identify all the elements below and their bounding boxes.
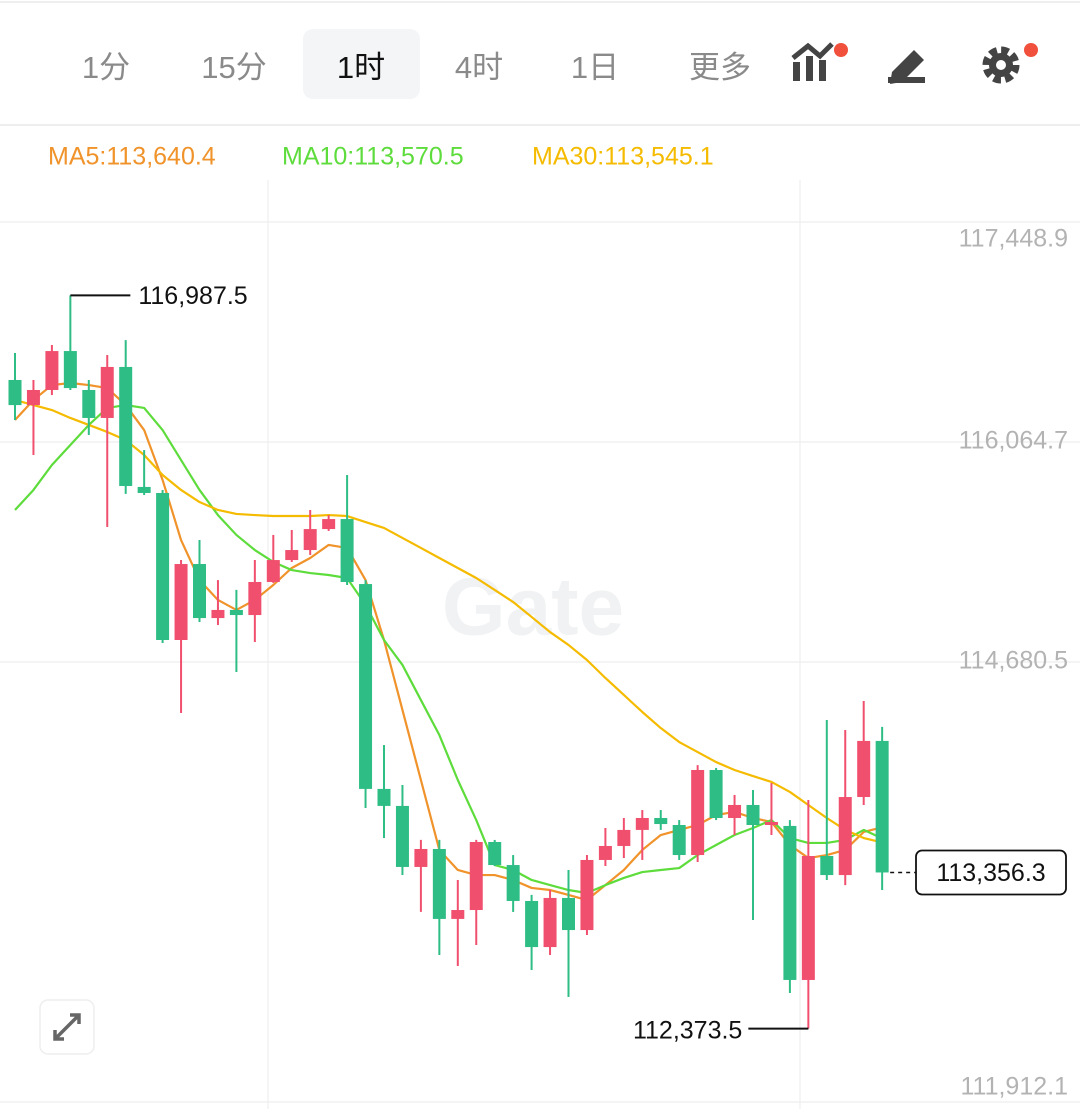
- candle-body: [562, 897, 575, 931]
- legend-entry: MA30:113,545.1: [532, 143, 714, 171]
- legend-entry: MA5:113,640.4: [48, 143, 216, 171]
- candle-body: [783, 825, 797, 980]
- interval-tab[interactable]: 1时: [337, 50, 385, 85]
- candle-body: [617, 829, 631, 846]
- indicator-icon[interactable]: [791, 42, 848, 81]
- interval-tab[interactable]: 1分: [82, 50, 130, 85]
- candle-body: [285, 550, 299, 561]
- candle-body: [857, 740, 871, 798]
- active-tab-bg: [303, 29, 420, 99]
- interval-tab[interactable]: 4时: [455, 50, 503, 85]
- candle-body: [709, 770, 723, 819]
- icon-part: [890, 50, 924, 84]
- candle-body: [8, 379, 22, 406]
- last-price-box: [915, 849, 1067, 896]
- candle-body: [525, 900, 539, 948]
- candle-body: [635, 818, 649, 830]
- candle-body: [119, 366, 133, 486]
- candle-body: [432, 848, 446, 919]
- icon-dot: [1024, 43, 1038, 57]
- candle-body: [654, 818, 668, 825]
- candle-body: [174, 564, 188, 640]
- candle-body: [875, 740, 889, 873]
- candle-body: [469, 842, 483, 911]
- candle-body: [395, 805, 409, 867]
- candle-body: [156, 492, 170, 640]
- candle-body: [801, 855, 815, 980]
- icon-dot: [834, 43, 848, 57]
- candle-body: [303, 529, 317, 551]
- candle-body: [488, 842, 502, 866]
- y-tick-label: 111,912.1: [960, 1073, 1068, 1101]
- candle-body: [359, 584, 373, 789]
- legend: MA5:113,640.4 MA10:113,570.5 MA30:113,545.…: [48, 143, 714, 171]
- icon-part: [806, 56, 813, 81]
- candle-body: [820, 855, 834, 876]
- y-tick-label: 116,064.7: [959, 427, 1068, 455]
- interval-tab[interactable]: 1日: [571, 50, 619, 85]
- candle-body: [45, 351, 59, 390]
- annotations: 116,987.5 112,373.5 113,356.3: [70, 282, 1067, 1044]
- ma-line: [14, 403, 883, 895]
- y-tick-label: 114,680.5: [959, 647, 1068, 675]
- candle-body: [137, 486, 151, 493]
- candle-body: [248, 581, 262, 616]
- candle-body: [322, 519, 336, 530]
- candle-body: [764, 821, 778, 825]
- annotation-label: 116,987.5: [138, 282, 247, 310]
- candle-body: [377, 788, 391, 806]
- candle-body: [340, 519, 354, 582]
- candle-body: [211, 609, 225, 619]
- candle-body: [229, 609, 243, 616]
- candle-body: [506, 865, 520, 901]
- icon-part: [791, 42, 834, 60]
- icon-part: [888, 77, 925, 83]
- y-tick-label: 117,448.9: [959, 225, 1068, 253]
- ma-line: [14, 398, 883, 844]
- candle-body: [672, 824, 686, 856]
- candle-body: [266, 560, 280, 582]
- icon-part: [982, 46, 1020, 84]
- candle-body: [82, 389, 96, 418]
- candle-body: [580, 859, 594, 931]
- expand-button[interactable]: [39, 999, 95, 1055]
- interval-tab[interactable]: 更多: [689, 50, 751, 85]
- icon-part: [793, 62, 800, 81]
- candle-body: [26, 389, 40, 406]
- interval-tabs: 1分 15分 1时 4时 1日 更多: [82, 50, 751, 85]
- candle-body: [63, 351, 77, 389]
- settings-icon[interactable]: [982, 43, 1038, 84]
- candle-body: [598, 845, 612, 860]
- legend-entry: MA10:113,570.5: [282, 143, 464, 171]
- last-price-label: 113,356.3: [936, 859, 1045, 887]
- button-icon: [53, 1013, 81, 1041]
- icon-part: [819, 60, 826, 81]
- candle-body: [691, 770, 705, 856]
- candle-body: [414, 848, 428, 867]
- interval-tab[interactable]: 15分: [201, 50, 266, 85]
- candle-body: [100, 366, 114, 418]
- candle-body: [838, 797, 852, 876]
- candles: [8, 295, 889, 1029]
- grid: 117,448.9 116,064.7 114,680.5 111,912.1: [0, 221, 1080, 1103]
- candle-body: [746, 804, 760, 825]
- annotation-label: 112,373.5: [633, 1016, 742, 1044]
- candle-body: [728, 804, 742, 819]
- icon-part: [996, 60, 1006, 70]
- candle-body: [193, 564, 206, 619]
- draw-icon[interactable]: [888, 50, 925, 84]
- candle-body: [451, 910, 465, 919]
- candle-body: [543, 897, 557, 948]
